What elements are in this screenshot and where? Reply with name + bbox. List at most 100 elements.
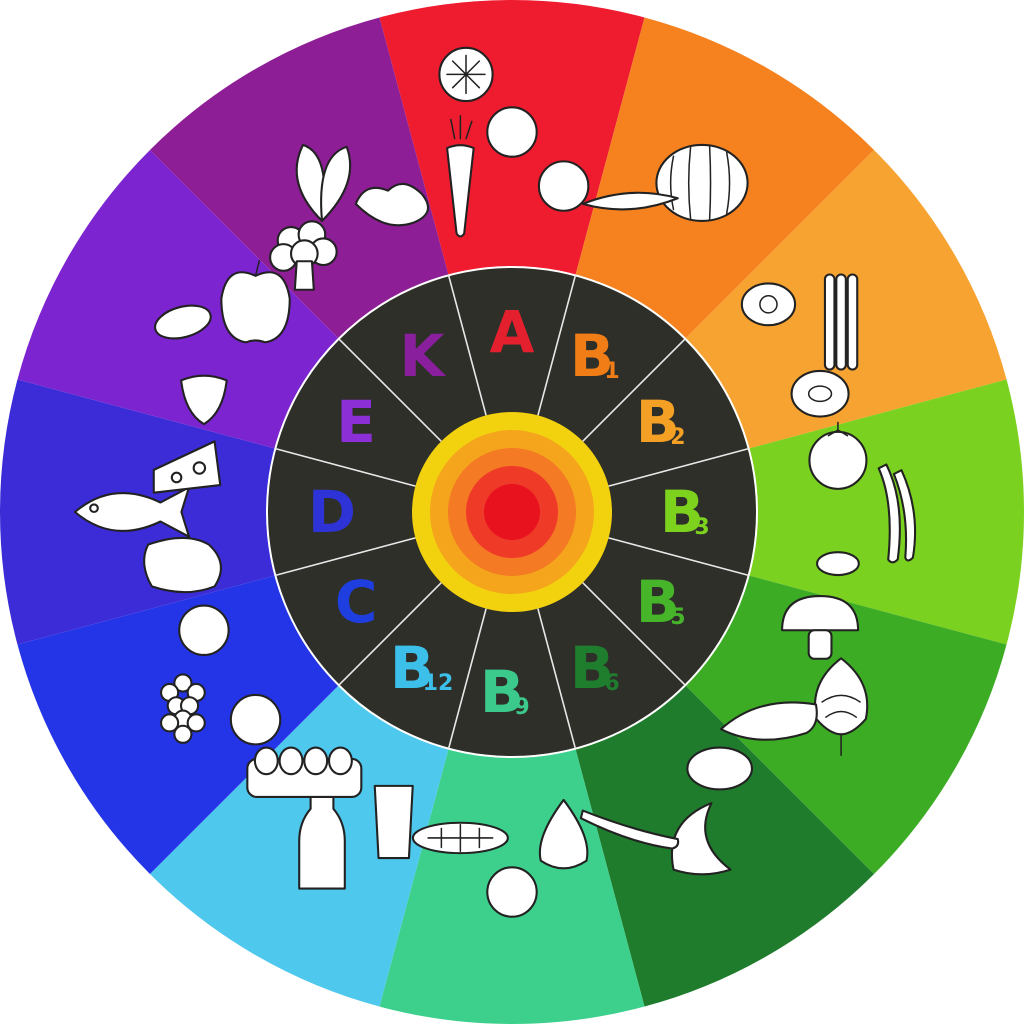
vitamin-letter: B	[660, 478, 704, 546]
zucchini-icon	[719, 701, 818, 741]
steak-icon	[143, 537, 222, 594]
food-group-c	[160, 604, 282, 746]
vitamin-subscript: 2	[670, 425, 685, 450]
spoke-line	[447, 275, 487, 416]
chili-pepper-icon	[877, 463, 917, 564]
vitamin-label-b5: B5	[636, 568, 686, 636]
vitamin-label-d: D	[308, 478, 356, 546]
hub-ring	[484, 484, 540, 540]
orange-icon	[537, 160, 590, 212]
spoke-line	[275, 537, 416, 577]
spoke-line	[582, 338, 686, 442]
vitamin-label-c: C	[335, 568, 378, 636]
vitamin-label-b6: B6	[570, 634, 620, 702]
kiwi-icon	[790, 369, 850, 418]
vitamin-label-e: E	[336, 388, 376, 456]
artichoke-icon	[813, 657, 869, 756]
vitamin-subscript: 3	[694, 515, 709, 540]
banana-icon	[670, 802, 732, 876]
mushroom-icon	[781, 595, 860, 660]
food-group-b1	[581, 143, 749, 222]
vitamin-letter: C	[335, 568, 378, 636]
vitamin-subscript: 1	[604, 359, 619, 384]
vitamin-subscript: 9	[514, 695, 529, 720]
food-group-d	[73, 440, 222, 594]
corn-icon	[411, 821, 509, 855]
vitamin-label-a: A	[490, 298, 535, 366]
apricot-icon	[229, 693, 282, 746]
apple-icon	[220, 259, 291, 344]
potato-icon	[686, 746, 754, 791]
carrot-icon	[446, 115, 475, 238]
food-group-b5	[719, 595, 869, 756]
vitamin-subscript: 6	[604, 671, 619, 696]
fish-icon	[73, 486, 191, 538]
spoke-line	[537, 608, 577, 749]
food-group-b12	[246, 746, 414, 890]
ginger-icon	[354, 182, 430, 227]
vitamin-letter: B	[636, 388, 680, 456]
vitamin-letter: A	[490, 298, 535, 366]
spoke-line	[447, 608, 487, 749]
vitamin-label-b1: B1	[570, 322, 620, 390]
vitamin-label-b9: B9	[480, 658, 530, 726]
vitamin-letter: K	[400, 322, 447, 390]
food-group-b9	[411, 798, 589, 918]
vitamin-letter: B	[570, 634, 614, 702]
vitamin-label-b12: B12	[390, 634, 453, 702]
grapes-icon	[160, 673, 206, 744]
vitamin-letter: B	[480, 658, 524, 726]
sector-vitamin-b9	[379, 512, 645, 1024]
glass-icon	[373, 784, 414, 860]
eggs-carton-icon	[246, 746, 363, 799]
spoke-line	[338, 582, 442, 686]
vitamin-letter: D	[308, 478, 356, 546]
vitamin-letter: B	[390, 634, 434, 702]
strawberry-icon	[180, 374, 228, 426]
food-illustrations	[73, 46, 917, 918]
food-group-b6	[579, 746, 754, 876]
spoke-line	[338, 338, 442, 442]
sector-vitamin-a	[379, 0, 645, 512]
almond-icon	[154, 304, 212, 340]
food-group-e	[154, 259, 291, 426]
vitamin-subscript: 5	[670, 605, 685, 630]
inner-spokes	[275, 275, 749, 749]
spinach-icon	[295, 143, 352, 222]
onion-icon	[538, 798, 589, 870]
vitamin-subscript: 12	[423, 671, 454, 696]
milk-bottle-icon	[298, 792, 346, 890]
lemon-slice-icon	[438, 46, 494, 103]
sector-vitamin-d	[0, 379, 512, 645]
vitamin-letter: E	[336, 388, 376, 456]
cheese-icon	[152, 440, 222, 494]
spoke-line	[582, 582, 686, 686]
tomato-icon	[808, 421, 868, 490]
bean-icon	[579, 809, 680, 850]
spoke-line	[275, 447, 416, 487]
vitamin-label-k: K	[400, 322, 447, 390]
watermelon-icon	[655, 143, 749, 222]
food-group-a	[438, 46, 590, 238]
spoke-line	[537, 275, 577, 416]
food-group-k	[269, 143, 430, 291]
asparagus-icon	[823, 273, 859, 371]
broccoli-icon	[269, 220, 338, 291]
vitamin-letter: B	[570, 322, 614, 390]
pistachio-icon	[815, 551, 860, 577]
sector-vitamin-b3	[512, 379, 1024, 645]
spoke-line	[608, 447, 749, 487]
peach-icon	[486, 866, 538, 918]
spoke-line	[608, 537, 749, 577]
vitamin-label-b3: B3	[660, 478, 710, 546]
food-group-b3	[808, 421, 917, 577]
center-target	[412, 412, 612, 612]
lemon-icon	[178, 604, 230, 657]
vitamin-letter: B	[636, 568, 680, 636]
food-group-b2	[740, 273, 859, 418]
plum-icon	[486, 106, 538, 158]
pea-pod-icon	[581, 191, 679, 211]
vitamin-label-b2: B2	[636, 388, 686, 456]
